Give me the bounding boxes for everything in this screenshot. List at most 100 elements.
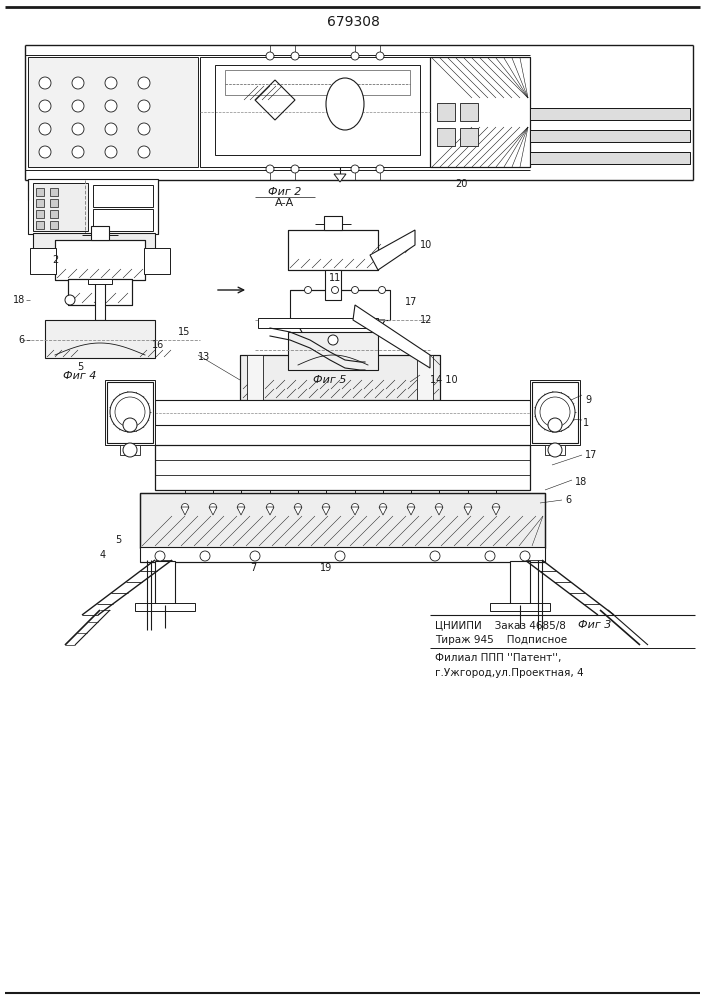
Text: 5: 5 (77, 362, 83, 372)
Bar (36, 221, 44, 229)
Circle shape (266, 52, 274, 60)
Circle shape (200, 551, 210, 561)
Circle shape (332, 286, 339, 294)
Circle shape (238, 504, 245, 510)
Text: 10: 10 (420, 240, 432, 250)
Bar (430, 57, 530, 167)
Ellipse shape (326, 78, 364, 130)
Polygon shape (370, 230, 415, 270)
Bar (532, 382, 578, 443)
Circle shape (548, 443, 562, 457)
Circle shape (540, 397, 570, 427)
Circle shape (39, 100, 51, 112)
Bar (50, 199, 58, 207)
Bar (510, 561, 530, 605)
Bar (200, 57, 430, 167)
Circle shape (430, 551, 440, 561)
Bar (50, 221, 58, 229)
Circle shape (123, 418, 137, 432)
Circle shape (291, 165, 299, 173)
Bar (530, 130, 690, 142)
Circle shape (138, 123, 150, 135)
Bar (107, 382, 153, 443)
Bar (417, 355, 433, 400)
Text: 16: 16 (152, 340, 164, 350)
Circle shape (138, 100, 150, 112)
Text: Фиг 5: Фиг 5 (313, 375, 346, 385)
Bar (36, 188, 44, 196)
Bar (135, 603, 195, 611)
Bar (288, 230, 378, 270)
Bar (33, 183, 88, 231)
Circle shape (328, 335, 338, 345)
Circle shape (351, 286, 358, 294)
Circle shape (72, 100, 84, 112)
Text: 20: 20 (455, 179, 467, 189)
Bar (95, 280, 105, 320)
Circle shape (115, 397, 145, 427)
Bar (460, 128, 478, 146)
Text: г.Ужгород,ул.Проектная, 4: г.Ужгород,ул.Проектная, 4 (435, 668, 583, 678)
Bar (91, 226, 109, 240)
Circle shape (464, 504, 472, 510)
Circle shape (105, 146, 117, 158)
Circle shape (493, 504, 500, 510)
Bar (45, 320, 155, 358)
Bar (530, 152, 690, 164)
Circle shape (351, 504, 358, 510)
Polygon shape (464, 507, 472, 515)
Bar (325, 270, 341, 300)
Polygon shape (353, 305, 430, 368)
Bar (155, 400, 530, 425)
Text: 679308: 679308 (327, 15, 380, 29)
Circle shape (105, 100, 117, 112)
Circle shape (351, 52, 359, 60)
Circle shape (39, 77, 51, 89)
Text: Филиал ППП ''Патент'',: Филиал ППП ''Патент'', (435, 653, 561, 663)
Circle shape (250, 551, 260, 561)
Bar (225, 70, 410, 95)
Bar (437, 128, 455, 146)
Polygon shape (435, 507, 443, 515)
Text: 13: 13 (198, 352, 210, 362)
Text: 5: 5 (115, 535, 121, 545)
Circle shape (209, 504, 216, 510)
Bar (288, 230, 378, 270)
Bar (290, 290, 390, 320)
Bar (247, 355, 263, 400)
Circle shape (520, 551, 530, 561)
Circle shape (65, 295, 75, 305)
Bar (55, 240, 145, 280)
Bar (430, 57, 530, 167)
Polygon shape (181, 507, 189, 515)
Circle shape (138, 146, 150, 158)
Circle shape (376, 165, 384, 173)
Bar (93, 185, 153, 207)
Bar (144, 248, 170, 274)
Bar (105, 380, 155, 445)
Text: А-А: А-А (275, 198, 295, 208)
Circle shape (39, 146, 51, 158)
Circle shape (72, 146, 84, 158)
Polygon shape (295, 320, 385, 355)
Text: 9: 9 (585, 395, 591, 405)
Circle shape (485, 551, 495, 561)
Circle shape (305, 286, 312, 294)
Bar (460, 103, 478, 121)
Bar (33, 233, 155, 255)
Circle shape (378, 286, 385, 294)
Text: Фиг 2: Фиг 2 (269, 187, 302, 197)
Text: Фиг 3: Фиг 3 (578, 620, 612, 630)
Bar (140, 493, 545, 548)
Bar (155, 561, 175, 605)
Circle shape (535, 392, 575, 432)
Bar (68, 279, 132, 305)
Bar (324, 216, 342, 230)
Bar (155, 445, 530, 490)
Text: 14 10: 14 10 (430, 375, 457, 385)
Text: 17: 17 (405, 297, 417, 307)
Bar (30, 248, 56, 274)
Polygon shape (305, 355, 375, 380)
Circle shape (267, 504, 274, 510)
Bar (93, 209, 153, 231)
